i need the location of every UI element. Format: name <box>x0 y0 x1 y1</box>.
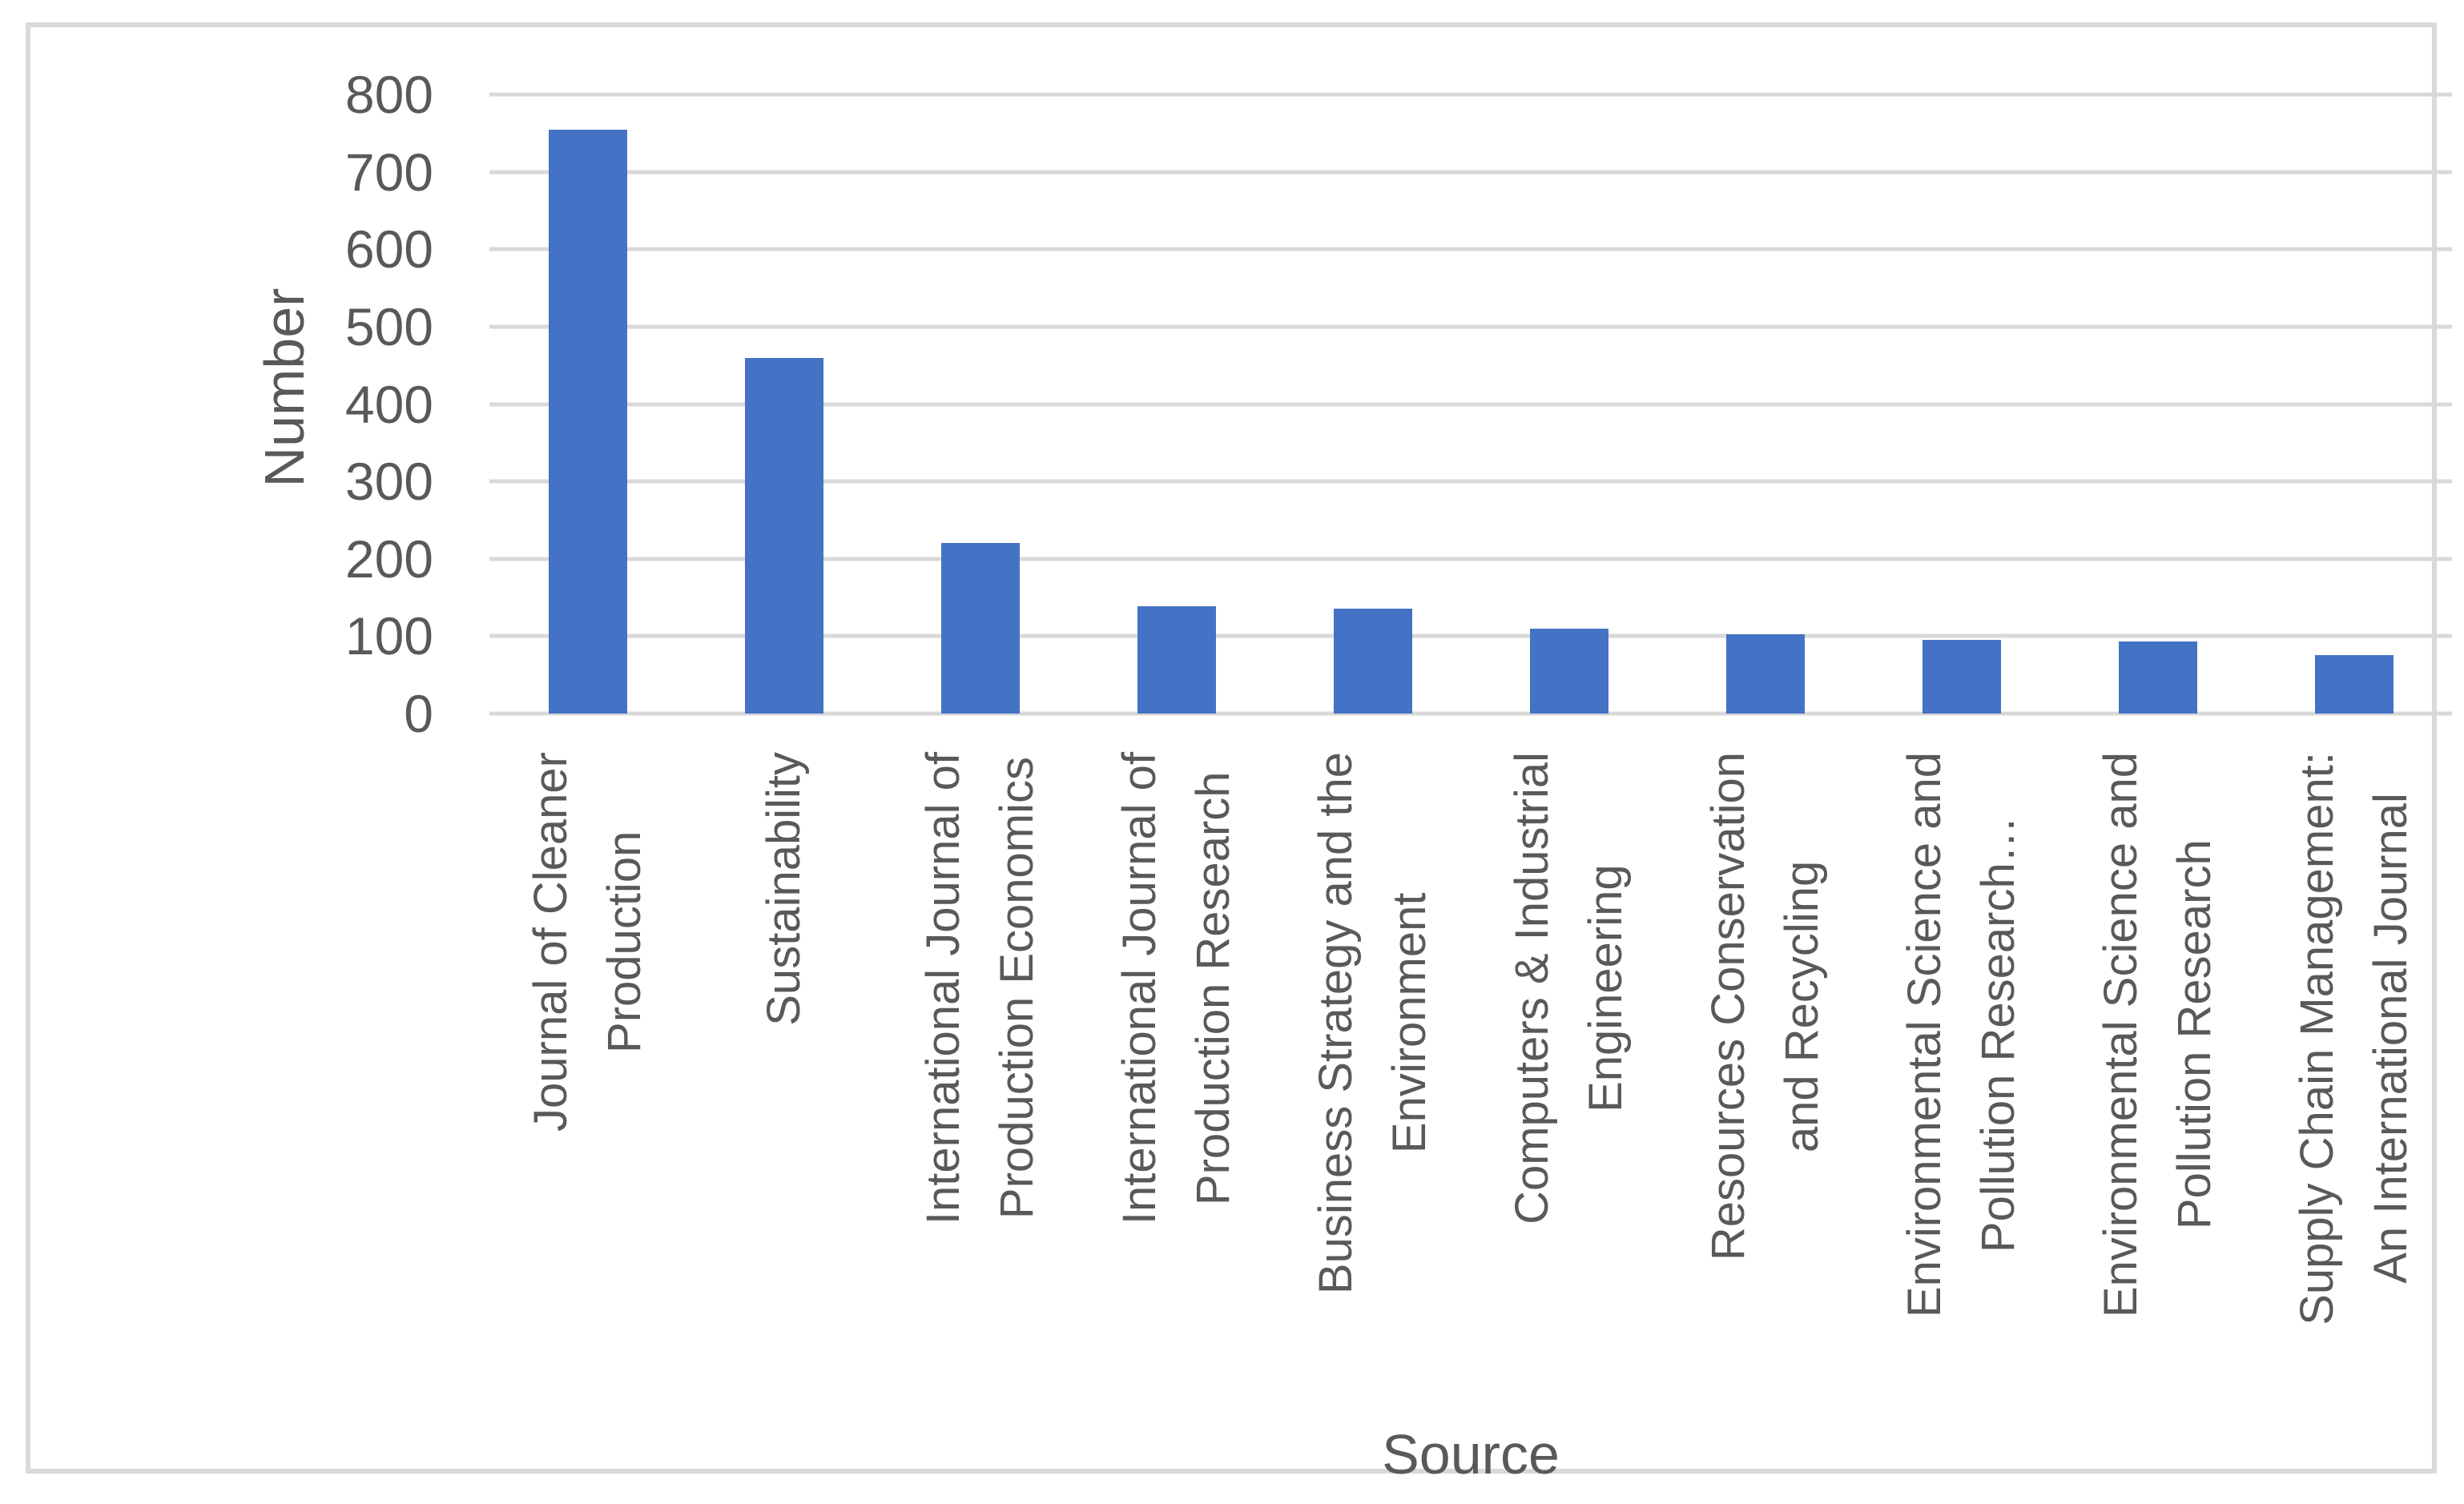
category-label-6: Computers & Industrial Engineering <box>1496 752 1643 1225</box>
category-cell-8: Environmental Science and Pollution Resea… <box>1863 752 2059 1409</box>
category-cell-3: International Journal of Production Econo… <box>882 752 1078 1409</box>
bar-5 <box>1333 608 1412 714</box>
category-label-line: Supply Chain Management: <box>2290 752 2343 1325</box>
category-cell-7: Resources Conservation and Recycling <box>1667 752 1863 1409</box>
bar-8 <box>1922 640 2001 714</box>
bar-cell-5 <box>1274 95 1471 714</box>
bar-9 <box>2118 641 2197 714</box>
category-label-3: International Journal of Production Econo… <box>907 752 1054 1225</box>
category-label-5: Business Strategy and the Environment <box>1299 752 1447 1294</box>
bar-cell-4 <box>1078 95 1274 714</box>
category-label-line: Sustainability <box>757 752 810 1026</box>
bars-group <box>489 95 2452 714</box>
gridline-800 <box>489 92 2452 97</box>
category-label-line: Journal of Cleaner <box>524 752 577 1132</box>
bar-cell-3 <box>882 95 1078 714</box>
y-axis-tick-label-600: 600 <box>344 219 433 279</box>
category-label-line: Production <box>598 830 650 1053</box>
category-label-10: Supply Chain Management: An International… <box>2281 752 2428 1325</box>
bar-1 <box>548 129 627 714</box>
chart-frame-border: Number 0 100 200 300 400 500 600 700 800 Journal… <box>26 22 2452 1486</box>
bar-cell-1 <box>489 95 686 714</box>
y-axis-tick-label-200: 200 <box>344 529 433 589</box>
category-label-line: Pollution Research… <box>1971 816 2024 1253</box>
bar-3 <box>940 543 1020 714</box>
plot-area <box>489 92 2452 716</box>
category-cell-4: International Journal of Production Resea… <box>1078 752 1274 1409</box>
bar-7 <box>1725 634 1805 714</box>
category-label-line: Business Strategy and the <box>1309 752 1362 1295</box>
gridline-700 <box>489 170 2452 175</box>
category-label-line: International Journal of <box>916 752 969 1225</box>
bar-2 <box>744 357 823 714</box>
category-cell-9: Environmental Science and Pollution Resea… <box>2059 752 2256 1409</box>
gridline-200 <box>489 557 2452 561</box>
gridline-400 <box>489 402 2452 406</box>
bar-cell-6 <box>1471 95 1667 714</box>
y-axis-tick-label-400: 400 <box>344 374 433 434</box>
gridline-100 <box>489 633 2452 638</box>
y-axis-tick-label-800: 800 <box>344 65 433 124</box>
x-axis-title: Source <box>1382 1423 1560 1486</box>
x-axis-category-labels: Journal of Cleaner Production Sustainabili… <box>489 752 2452 1409</box>
bar-4 <box>1137 605 1216 714</box>
bar-cell-8 <box>1863 95 2059 714</box>
bar-6 <box>1529 628 1608 714</box>
y-axis-tick-label-500: 500 <box>344 296 433 356</box>
category-label-line: Production Research <box>1186 771 1239 1205</box>
category-cell-10: Supply Chain Management: An International… <box>2256 752 2452 1409</box>
category-label-line: and Recycling <box>1775 860 1828 1152</box>
category-label-9: Environmental Science and Pollution Resea… <box>2084 752 2232 1317</box>
category-cell-5: Business Strategy and the Environment <box>1274 752 1471 1409</box>
category-label-1: Journal of Cleaner Production <box>514 752 662 1132</box>
category-label-line: Computers & Industrial <box>1505 752 1558 1225</box>
category-label-line: Production Economics <box>990 757 1043 1220</box>
gridline-0 <box>489 711 2452 716</box>
category-label-2: Sustainability <box>747 752 821 1026</box>
y-axis-tick-label-700: 700 <box>344 142 433 202</box>
y-axis-tick-labels: 0 100 200 300 400 500 600 700 800 <box>30 68 433 740</box>
category-cell-2: Sustainability <box>686 752 882 1409</box>
y-axis-tick-label-0: 0 <box>404 684 433 743</box>
y-axis-tick-label-100: 100 <box>344 606 433 666</box>
category-label-line: Environmental Science and <box>2094 752 2147 1318</box>
category-label-8: Environmental Science and Pollution Resea… <box>1888 752 2035 1317</box>
category-cell-1: Journal of Cleaner Production <box>489 752 686 1409</box>
bar-cell-9 <box>2059 95 2256 714</box>
y-axis-tick-label-300: 300 <box>344 452 433 512</box>
gridline-300 <box>489 479 2452 484</box>
bar-cell-7 <box>1667 95 1863 714</box>
category-label-line: An International Journal <box>2364 793 2417 1285</box>
bar-cell-2 <box>686 95 882 714</box>
bar-cell-10 <box>2256 95 2452 714</box>
category-label-line: Resources Conservation <box>1701 752 1754 1261</box>
category-label-line: Environmental Science and <box>1898 752 1951 1318</box>
category-label-line: Environment <box>1383 892 1435 1154</box>
category-label-line: Pollution Research <box>2168 839 2220 1230</box>
category-label-line: Engineering <box>1579 864 1632 1112</box>
gridline-600 <box>489 247 2452 251</box>
bar-10 <box>2314 654 2394 714</box>
gridline-500 <box>489 324 2452 329</box>
category-cell-6: Computers & Industrial Engineering <box>1471 752 1667 1409</box>
category-label-7: Resources Conservation and Recycling <box>1692 752 1839 1261</box>
category-label-line: International Journal of <box>1113 752 1166 1225</box>
category-label-4: International Journal of Production Resea… <box>1103 752 1250 1225</box>
